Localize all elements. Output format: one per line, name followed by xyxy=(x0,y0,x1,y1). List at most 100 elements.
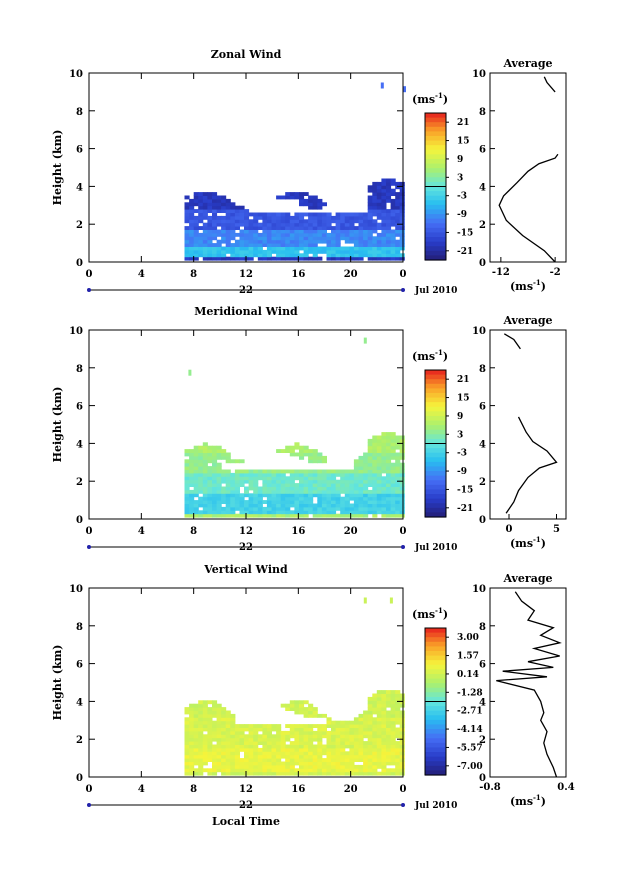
heatmap-cell xyxy=(303,202,309,207)
heatmap-cell xyxy=(335,493,341,498)
heatmap-cell xyxy=(349,476,355,481)
y-tick-label: 8 xyxy=(76,622,83,633)
heatmap-cell xyxy=(303,212,309,217)
heatmap-cell xyxy=(326,256,332,261)
heatmap-cell xyxy=(239,253,245,258)
heatmap-cell xyxy=(285,489,291,494)
heatmap-cell xyxy=(399,700,405,705)
heatmap-cell xyxy=(303,253,309,258)
heatmap-cell xyxy=(372,744,378,749)
heatmap-cell xyxy=(308,219,314,224)
heatmap-cell xyxy=(303,707,309,711)
heatmap-cell xyxy=(372,455,378,460)
heatmap-cell xyxy=(353,476,359,481)
colorbar-tick-label: -9 xyxy=(457,210,467,220)
heatmap-cell xyxy=(266,253,272,258)
heatmap-cell xyxy=(280,734,286,739)
heatmap-cell xyxy=(248,236,254,241)
heatmap-cell xyxy=(198,246,204,251)
heatmap-cell xyxy=(376,690,382,694)
heatmap-cell xyxy=(303,229,309,234)
heatmap-cell xyxy=(331,741,337,745)
heatmap-cell xyxy=(230,209,236,213)
heatmap-cell xyxy=(372,445,378,450)
heatmap-cell xyxy=(276,472,282,477)
heatmap-cell xyxy=(367,198,373,203)
heatmap-cell xyxy=(363,249,369,254)
heatmap-cell xyxy=(198,195,204,200)
heatmap-cell xyxy=(344,479,350,484)
heatmap-cell xyxy=(184,730,190,735)
heatmap-cell xyxy=(253,734,259,739)
heatmap-cell xyxy=(376,449,382,453)
heatmap-cell xyxy=(390,713,396,718)
heatmap-cell xyxy=(331,764,337,769)
heatmap-cell xyxy=(376,744,382,749)
chart-title: Zonal Wind xyxy=(211,48,282,61)
heatmap-cell xyxy=(395,493,401,498)
heatmap-cell xyxy=(207,455,213,460)
heatmap-cell xyxy=(353,717,359,722)
heatmap-cell xyxy=(363,506,369,511)
heatmap-cell xyxy=(280,229,286,234)
heatmap-cell xyxy=(399,510,405,515)
heatmap-cell xyxy=(221,744,227,749)
heatmap-cell xyxy=(340,503,346,508)
heatmap-cell xyxy=(344,513,350,518)
heatmap-cell xyxy=(363,466,369,470)
heatmap-cell xyxy=(395,754,401,759)
heatmap-cell xyxy=(395,462,401,467)
heatmap-cell xyxy=(266,489,272,494)
heatmap-cell xyxy=(317,202,323,207)
heatmap-cell xyxy=(294,496,300,501)
heatmap-cell xyxy=(335,236,341,241)
heatmap-cell xyxy=(386,710,392,715)
heatmap-cell xyxy=(244,243,250,247)
heatmap-cell xyxy=(289,741,295,745)
heatmap-cell xyxy=(212,489,218,494)
heatmap-cell xyxy=(363,479,369,484)
heatmap-cell xyxy=(257,496,263,501)
heatmap-cell xyxy=(390,239,396,244)
heatmap-cell xyxy=(266,744,272,749)
heatmap-cell xyxy=(289,449,295,453)
heatmap-cell xyxy=(207,741,213,745)
heatmap-cell xyxy=(353,758,359,762)
heatmap-cell xyxy=(198,449,204,453)
colorbar-swatch xyxy=(425,237,446,243)
heatmap-cell xyxy=(299,751,305,756)
heatmap-cell xyxy=(239,764,245,769)
heatmap-cell xyxy=(230,489,236,494)
heatmap-cell xyxy=(312,226,318,230)
heatmap-cell xyxy=(403,86,406,93)
heatmap-cell xyxy=(340,256,346,261)
heatmap-cell xyxy=(184,486,190,491)
heatmap-cell xyxy=(262,510,268,515)
heatmap-cell xyxy=(193,469,199,474)
date-marker xyxy=(401,803,405,807)
heatmap-cell xyxy=(193,202,199,207)
heatmap-cell xyxy=(285,734,291,739)
heatmap-cell xyxy=(244,212,250,217)
heatmap-cell xyxy=(244,741,250,745)
heatmap-cell xyxy=(317,239,323,244)
heatmap-cell xyxy=(399,768,405,773)
heatmap-cell xyxy=(321,727,327,732)
heatmap-cell xyxy=(216,253,222,258)
heatmap-cell xyxy=(253,472,259,477)
heatmap-cell xyxy=(349,249,355,254)
heatmap-cell xyxy=(198,727,204,732)
heatmap-cell xyxy=(230,510,236,515)
heatmap-cell xyxy=(317,236,323,241)
heatmap-cell xyxy=(358,747,364,752)
heatmap-cell xyxy=(189,222,195,227)
heatmap-cell xyxy=(381,747,387,752)
heatmap-cell xyxy=(326,717,332,722)
heatmap-cell xyxy=(340,236,346,241)
heatmap-cell xyxy=(221,741,227,745)
heatmap-cell xyxy=(399,188,405,193)
heatmap-cell xyxy=(381,212,387,217)
heatmap-cell xyxy=(317,256,323,261)
heatmap-cell xyxy=(312,222,318,227)
